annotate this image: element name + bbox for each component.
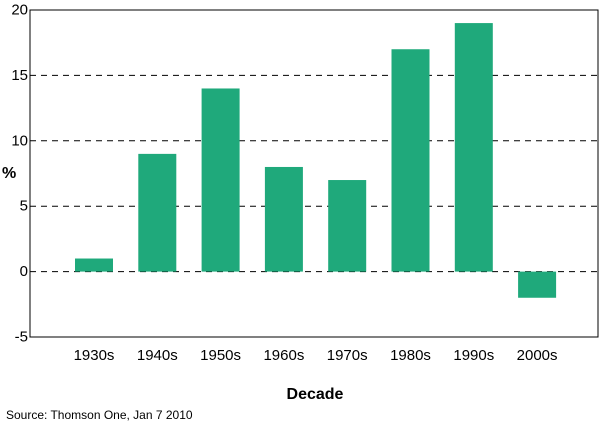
source-note: Source: Thomson One, Jan 7 2010 (6, 408, 193, 422)
plot-area-frame (29, 9, 599, 338)
y-tick-label: -5 (15, 329, 28, 346)
bar-1960s (264, 166, 303, 272)
y-tick-label: 20 (11, 2, 28, 19)
bar-1950s (201, 88, 240, 272)
y-axis-ticks: 20 15 10 5 0 -5 (11, 2, 28, 346)
bar-1930s (75, 258, 113, 272)
y-tick-label: 10 (11, 132, 28, 149)
x-tick-label: 2000s (517, 347, 558, 364)
x-axis-ticks: 1930s 1940s 1950s 1960s 1970s 1980s 1990s 2000s (74, 347, 558, 364)
y-tick-label: 0 (20, 263, 28, 280)
x-tick-label: 1970s (327, 347, 368, 364)
bar-1970s (328, 180, 367, 272)
y-tick-label: 5 (20, 198, 28, 215)
grid-lines (30, 74, 598, 273)
bar-1940s (138, 153, 177, 272)
x-tick-label: 1960s (263, 347, 304, 364)
x-axis-title: Decade (287, 386, 344, 403)
x-tick-label: 1990s (453, 347, 494, 364)
bar-1980s (391, 49, 430, 272)
x-tick-label: 1980s (390, 347, 431, 364)
x-tick-label: 1940s (137, 347, 178, 364)
bars-group (75, 23, 557, 298)
x-tick-label: 1930s (74, 347, 115, 364)
y-tick-label: 15 (11, 67, 28, 84)
bar-2000s (518, 271, 557, 298)
x-tick-label: 1950s (200, 347, 241, 364)
bar-1990s (454, 23, 493, 272)
y-axis-title: % (2, 165, 16, 182)
